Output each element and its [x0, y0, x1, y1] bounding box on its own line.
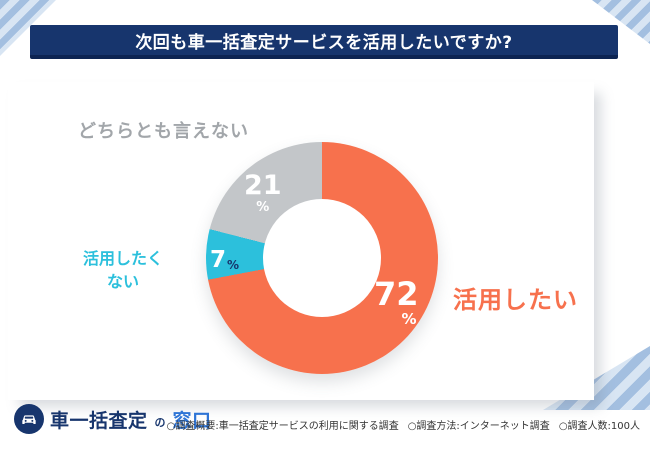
label-no: 活用したく ない: [72, 247, 174, 293]
value-no-number: 7: [210, 247, 227, 273]
page-title: 次回も車一括査定サービスを活用したいですか?: [135, 32, 513, 53]
donut-chart: [206, 142, 438, 374]
site-logo: 車一括査定 の 窓口: [14, 404, 212, 434]
label-neutral: どちらとも言えない: [78, 121, 249, 142]
survey-note-overview: ○調査概要:車一括査定サービスの利用に関する調査: [166, 421, 399, 432]
label-no-line2: ない: [106, 272, 139, 292]
label-yes: 活用したい: [453, 286, 578, 314]
title-banner: 次回も車一括査定サービスを活用したいですか?: [30, 25, 618, 59]
survey-note-method: ○調査方法:インターネット調査: [407, 421, 550, 432]
value-no: 7 %: [210, 249, 239, 272]
value-neutral: 21 %: [244, 172, 282, 214]
logo-text-particle: の: [154, 416, 166, 429]
value-yes: 72 %: [374, 278, 419, 327]
survey-note-count: ○調査人数:100人: [558, 421, 640, 432]
logo-text-sub: 窓口: [172, 409, 212, 432]
value-neutral-percent-sign: %: [256, 200, 270, 215]
value-no-percent-sign: %: [227, 258, 240, 272]
label-no-line1: 活用したく: [82, 249, 163, 268]
value-yes-percent-sign: %: [401, 310, 417, 328]
logo-text-main: 車一括査定: [50, 409, 148, 432]
car-icon: [14, 404, 44, 434]
survey-notes: ○調査概要:車一括査定サービスの利用に関する調査 ○調査方法:インターネット調査…: [167, 417, 640, 432]
value-yes-number: 72: [374, 275, 419, 313]
donut-hole: [263, 199, 381, 317]
value-neutral-number: 21: [244, 170, 282, 201]
